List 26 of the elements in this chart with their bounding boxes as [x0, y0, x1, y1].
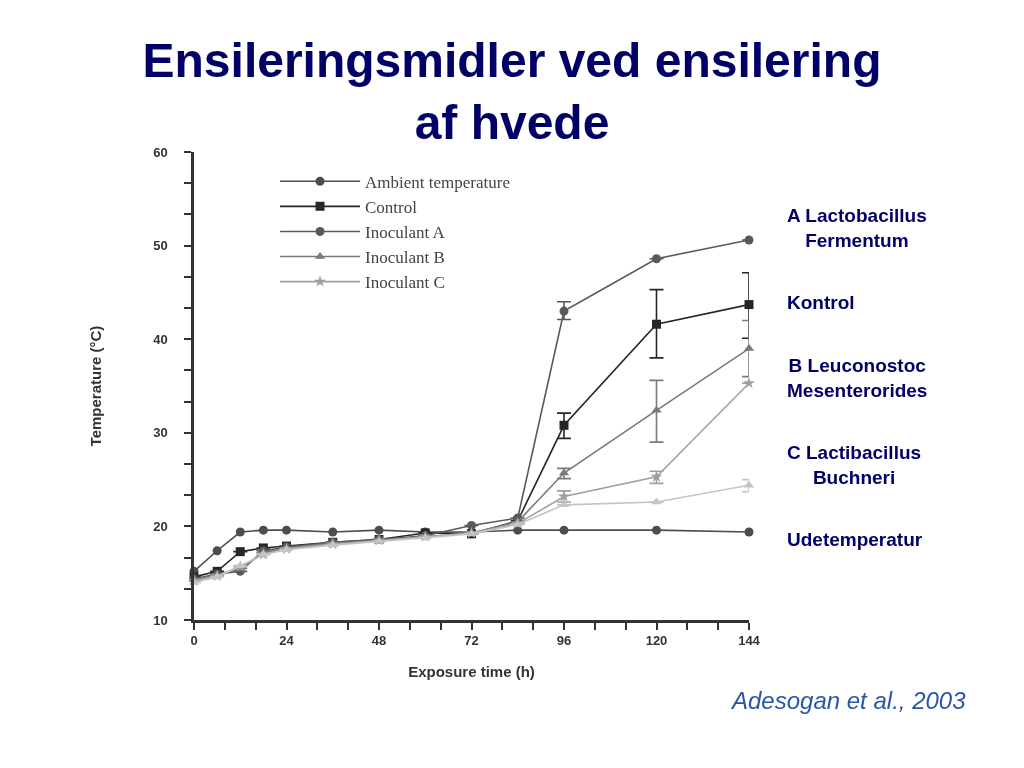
- y-tick-label: 50: [153, 238, 168, 254]
- y-axis-title: Temperature (°C): [87, 325, 105, 447]
- y-tick-label: 30: [153, 425, 168, 441]
- text: Kontrol: [787, 292, 855, 313]
- x-axis-title: Exposure time (h): [408, 663, 535, 681]
- x-tick-label: 144: [738, 633, 761, 649]
- y-tick-label: 40: [153, 331, 168, 347]
- text: Udetemperatur: [787, 529, 923, 550]
- legend-label: Control: [365, 197, 418, 217]
- x-tick-label: 0: [190, 633, 198, 649]
- legend-label: Inoculant C: [365, 273, 445, 293]
- x-tick-label: 72: [464, 633, 479, 649]
- x-tick-label: 48: [371, 633, 387, 649]
- x-tick-label: 24: [279, 633, 295, 649]
- legend-label: Ambient temperature: [365, 172, 510, 192]
- x-tick-label: 96: [556, 633, 572, 649]
- legend-label: Inoculant A: [365, 223, 446, 243]
- text: Adesogan et al., 2003: [730, 687, 967, 714]
- y-tick-label: 20: [153, 518, 168, 534]
- legend-label: Inoculant B: [365, 248, 445, 268]
- text: B Leuconostoc Mesenterorides: [787, 355, 928, 401]
- text: C Lactibacillus Buchneri: [787, 442, 922, 488]
- text: A Lactobacillus Fermentum: [787, 205, 927, 251]
- x-tick-label: 120: [645, 633, 668, 649]
- y-tick-label: 10: [153, 612, 168, 628]
- y-tick-label: 60: [153, 144, 168, 160]
